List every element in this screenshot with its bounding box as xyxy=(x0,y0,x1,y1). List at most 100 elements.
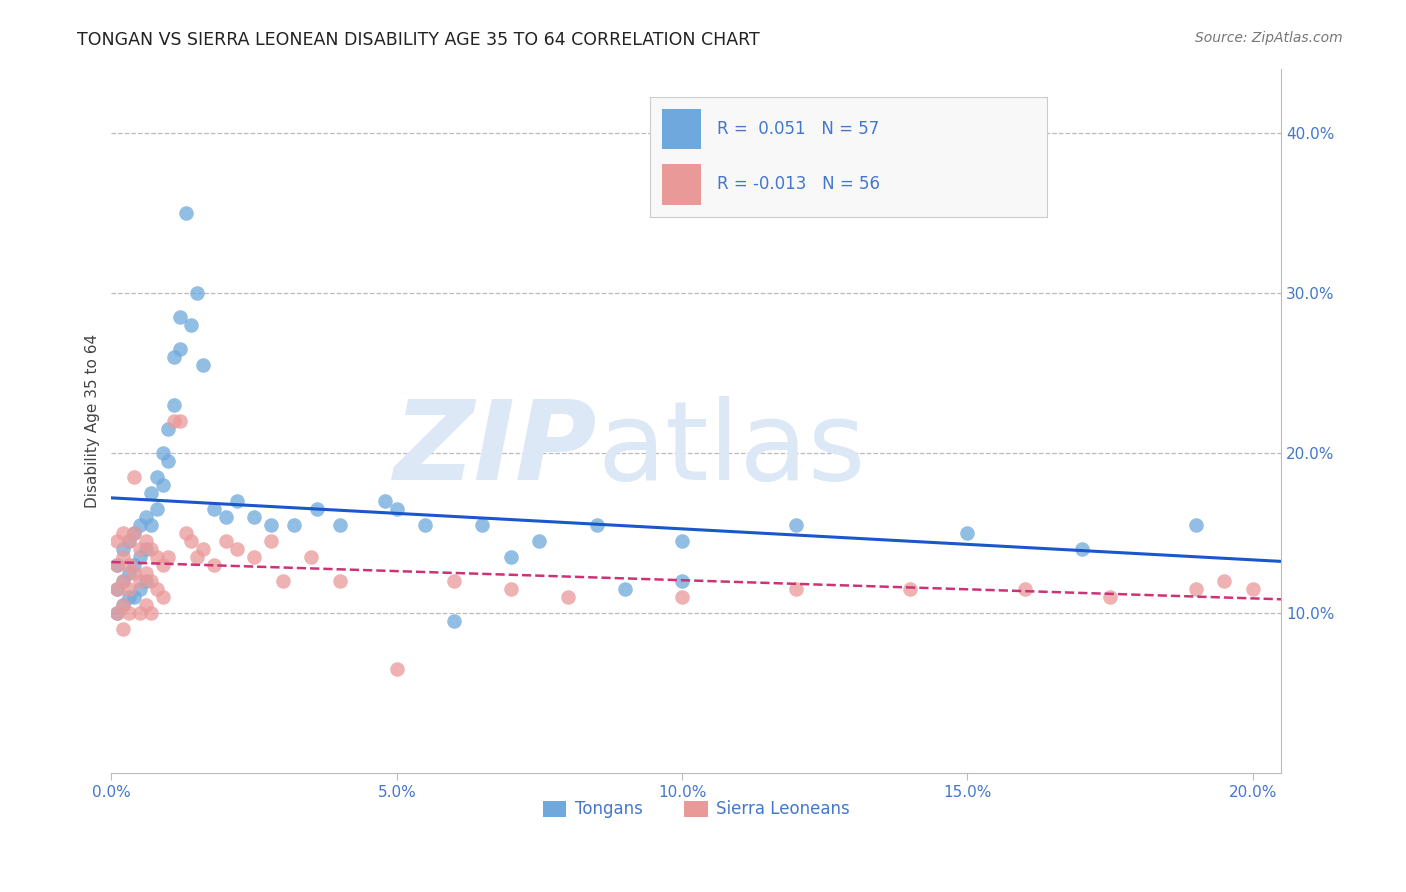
Point xyxy=(163,398,186,412)
Point xyxy=(191,542,214,557)
Point xyxy=(671,574,693,589)
Point xyxy=(135,598,157,612)
Point xyxy=(1014,582,1036,597)
Point xyxy=(111,574,134,589)
Point xyxy=(111,550,134,565)
Point xyxy=(122,526,145,541)
Point xyxy=(243,510,266,524)
Point xyxy=(163,350,186,364)
Point xyxy=(214,534,236,549)
Point xyxy=(614,582,637,597)
Point xyxy=(141,518,163,533)
Point xyxy=(1241,582,1264,597)
Point xyxy=(122,470,145,484)
Point xyxy=(111,574,134,589)
Point xyxy=(385,502,408,516)
Point xyxy=(785,582,807,597)
Point xyxy=(141,486,163,500)
Point xyxy=(169,310,191,324)
Point xyxy=(260,518,283,533)
Point xyxy=(471,518,494,533)
Point xyxy=(374,494,396,508)
Point xyxy=(152,478,174,492)
Point xyxy=(129,550,152,565)
Point xyxy=(117,591,139,605)
Point xyxy=(557,591,579,605)
Point xyxy=(129,542,152,557)
Point xyxy=(105,558,128,573)
Point xyxy=(152,591,174,605)
Y-axis label: Disability Age 35 to 64: Disability Age 35 to 64 xyxy=(86,334,100,508)
Point xyxy=(117,582,139,597)
Point xyxy=(226,494,249,508)
Point xyxy=(146,582,169,597)
Point xyxy=(180,534,202,549)
Point xyxy=(111,598,134,612)
Point xyxy=(413,518,436,533)
Point xyxy=(157,550,180,565)
Legend: Tongans, Sierra Leoneans: Tongans, Sierra Leoneans xyxy=(537,794,856,825)
Point xyxy=(152,446,174,460)
Point xyxy=(129,574,152,589)
Point xyxy=(105,606,128,620)
Point xyxy=(122,591,145,605)
Point xyxy=(283,518,305,533)
Point xyxy=(1213,574,1236,589)
Point xyxy=(299,550,322,565)
Point xyxy=(671,591,693,605)
Point xyxy=(186,550,208,565)
Point xyxy=(174,526,197,541)
Point xyxy=(529,534,551,549)
Text: TONGAN VS SIERRA LEONEAN DISABILITY AGE 35 TO 64 CORRELATION CHART: TONGAN VS SIERRA LEONEAN DISABILITY AGE … xyxy=(77,31,761,49)
Point xyxy=(186,285,208,300)
Point xyxy=(157,454,180,468)
Point xyxy=(129,518,152,533)
Point xyxy=(157,422,180,436)
Point xyxy=(105,606,128,620)
Point xyxy=(585,518,607,533)
Point xyxy=(1099,591,1122,605)
Point xyxy=(785,518,807,533)
Point xyxy=(385,662,408,676)
Point xyxy=(499,550,522,565)
Point xyxy=(305,502,328,516)
Point xyxy=(122,526,145,541)
Point xyxy=(900,582,922,597)
Point xyxy=(180,318,202,332)
Point xyxy=(1070,542,1092,557)
Point xyxy=(141,606,163,620)
Point xyxy=(443,574,465,589)
Point xyxy=(271,574,294,589)
Point xyxy=(169,342,191,356)
Point xyxy=(226,542,249,557)
Point xyxy=(956,526,979,541)
Point xyxy=(163,414,186,428)
Point xyxy=(105,558,128,573)
Point xyxy=(141,542,163,557)
Text: atlas: atlas xyxy=(598,396,866,503)
Text: ZIP: ZIP xyxy=(394,396,598,503)
Point xyxy=(135,542,157,557)
Point xyxy=(191,358,214,372)
Point xyxy=(105,534,128,549)
Point xyxy=(214,510,236,524)
Point xyxy=(117,566,139,581)
Point xyxy=(146,550,169,565)
Point xyxy=(329,574,352,589)
Point xyxy=(141,574,163,589)
Point xyxy=(174,205,197,219)
Point xyxy=(135,510,157,524)
Text: Source: ZipAtlas.com: Source: ZipAtlas.com xyxy=(1195,31,1343,45)
Point xyxy=(111,622,134,636)
Point xyxy=(135,566,157,581)
Point xyxy=(152,558,174,573)
Point xyxy=(146,470,169,484)
Point xyxy=(146,502,169,516)
Point xyxy=(111,598,134,612)
Point xyxy=(671,534,693,549)
Point xyxy=(1184,518,1206,533)
Point xyxy=(443,614,465,628)
Point xyxy=(105,582,128,597)
Point xyxy=(117,534,139,549)
Point xyxy=(129,606,152,620)
